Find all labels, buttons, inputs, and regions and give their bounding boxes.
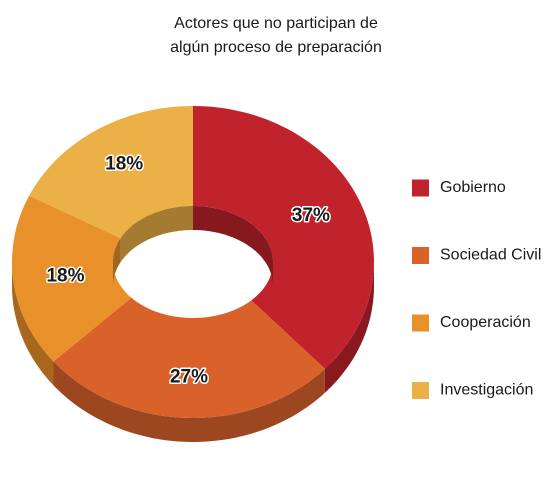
slice-inner-side	[120, 206, 193, 263]
value-label: 18%	[105, 154, 143, 175]
value-label: 37%	[292, 205, 330, 226]
legend-swatch	[412, 247, 429, 264]
legend-label: Cooperación	[440, 314, 531, 331]
chart-title: algún proceso de preparación	[170, 39, 382, 56]
chart-title: Actores que no participan de	[174, 15, 378, 32]
legend-swatch	[412, 314, 429, 332]
legend-swatch	[412, 179, 429, 197]
slice-side	[53, 361, 325, 442]
value-label: 27%	[170, 366, 208, 387]
slice	[29, 106, 194, 239]
slice-side	[324, 262, 374, 393]
slice-side	[12, 262, 54, 386]
legend-label: Sociedad Civil	[440, 247, 541, 264]
slice	[53, 297, 325, 418]
legend-swatch	[412, 382, 429, 399]
legend-label: Gobierno	[440, 179, 506, 196]
legend-label: Investigación	[440, 382, 533, 399]
slice	[193, 106, 374, 369]
slice-inner-side	[193, 206, 273, 286]
slice-inner-side	[113, 238, 121, 286]
value-label: 18%	[46, 265, 84, 286]
slice	[12, 195, 132, 362]
